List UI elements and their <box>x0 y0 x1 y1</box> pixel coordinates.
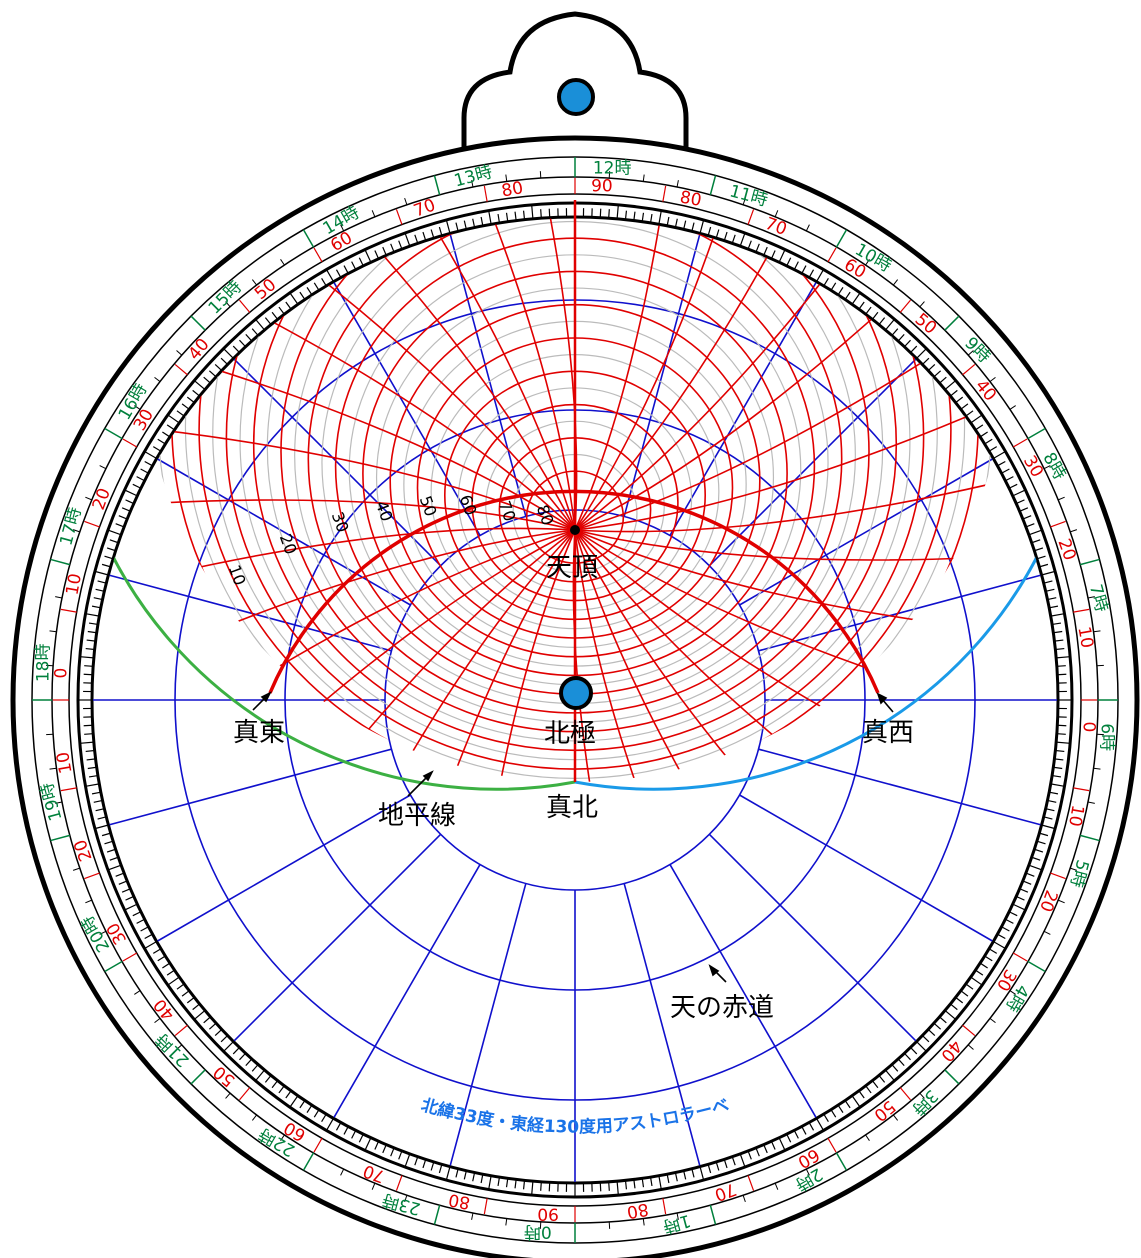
degree-label: 0 <box>1078 721 1098 732</box>
hour-label: 18時 <box>33 643 53 682</box>
pivot-pin-icon <box>559 676 593 710</box>
degree-label: 80 <box>447 1189 472 1212</box>
north-pole-label: 北極 <box>544 719 596 749</box>
west-label: 真西 <box>862 718 914 748</box>
degree-label: 80 <box>625 1198 650 1221</box>
hour-label: 6時 <box>1097 723 1117 751</box>
hour-label: 12時 <box>593 158 632 178</box>
hanger-pin-icon <box>557 78 595 116</box>
degree-label: 10 <box>62 572 85 597</box>
degree-label: 90 <box>591 177 613 197</box>
zenith-label: 天頂 <box>546 553 598 583</box>
celestial-equator-label: 天の赤道 <box>670 993 774 1023</box>
east-label: 真東 <box>233 718 285 748</box>
degree-label: 80 <box>678 187 703 210</box>
degree-label: 80 <box>500 178 525 201</box>
horizon-line-west <box>574 519 1056 791</box>
degree-label: 10 <box>1064 803 1087 828</box>
pointer-arrows <box>252 691 894 983</box>
north-label: 真北 <box>546 793 598 823</box>
horizon-label: 地平線 <box>378 801 456 831</box>
horizon-line-east <box>94 519 576 791</box>
degree-label: 10 <box>53 750 76 775</box>
degree-label: 0 <box>52 668 72 679</box>
zenith-dot <box>570 525 580 535</box>
hour-label: 0時 <box>524 1222 552 1242</box>
degree-label: 90 <box>537 1203 559 1223</box>
degree-label: 10 <box>1073 625 1096 650</box>
